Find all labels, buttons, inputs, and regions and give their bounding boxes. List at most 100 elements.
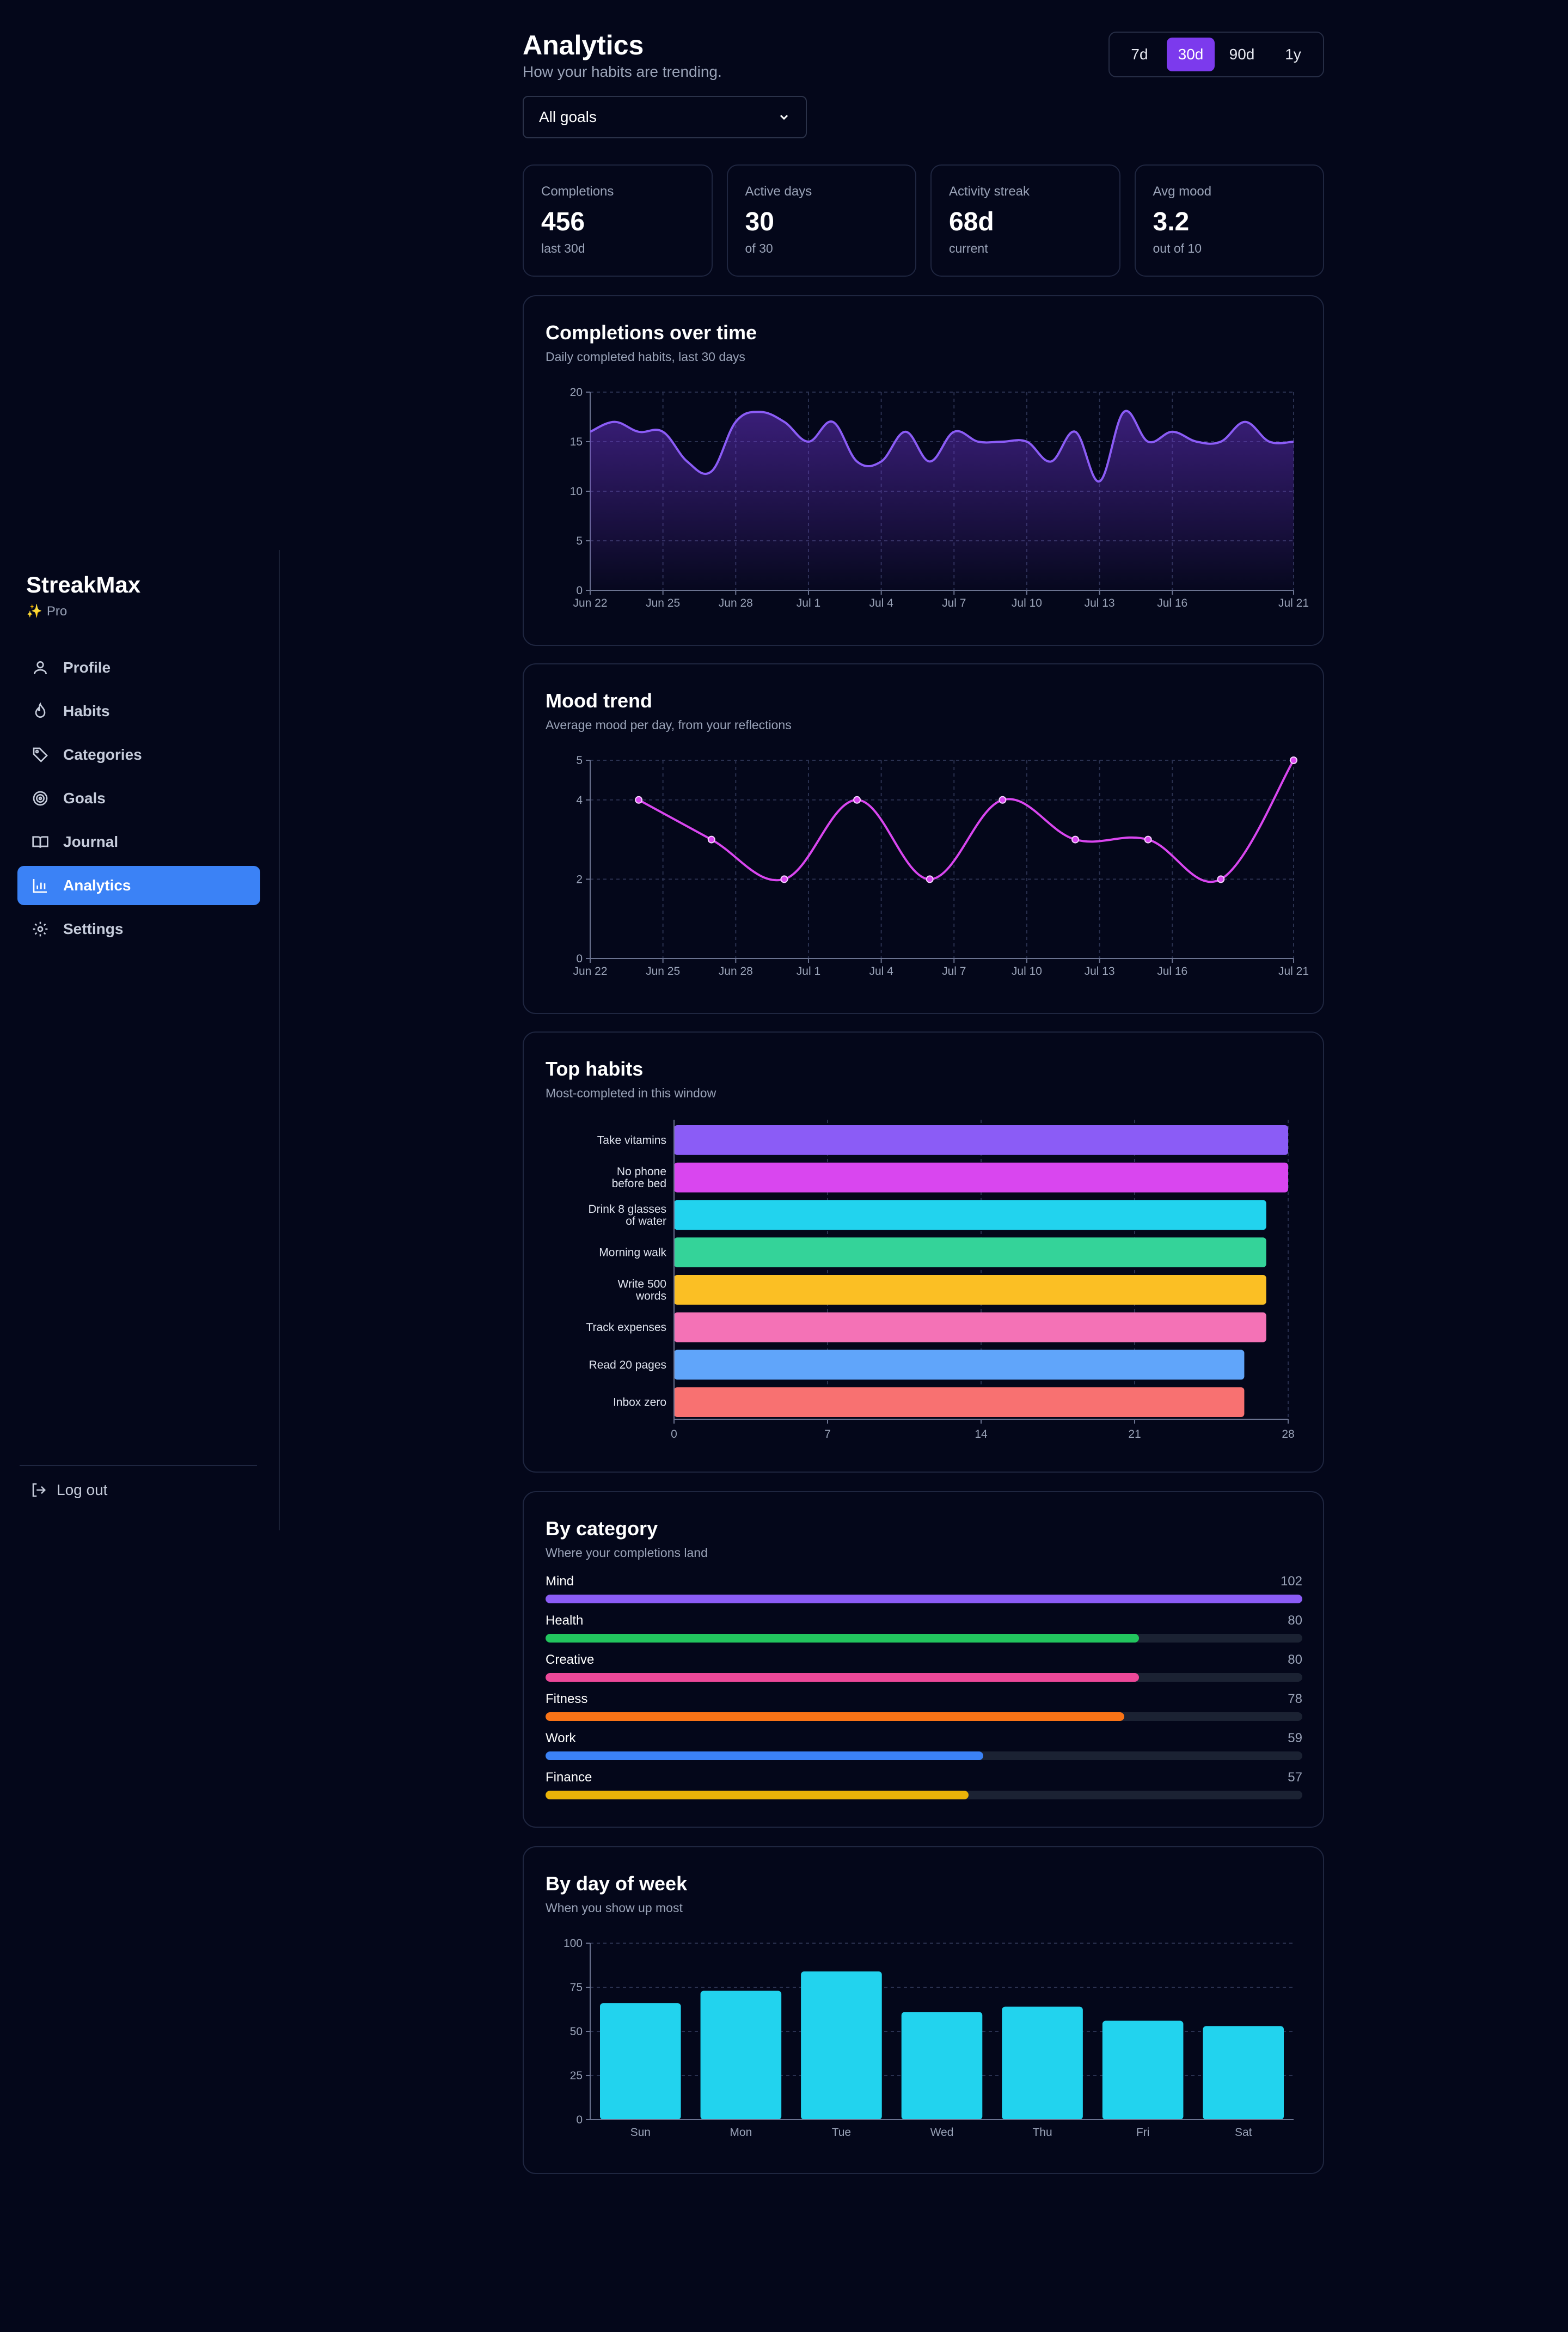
category-name: Work — [546, 1731, 576, 1745]
range-7d-button[interactable]: 7d — [1131, 46, 1148, 63]
x-tick-label: Wed — [930, 2126, 954, 2139]
category-count: 80 — [1288, 1613, 1302, 1628]
x-tick-label: Jul 21 — [1278, 965, 1309, 978]
bar — [674, 1162, 1288, 1193]
category-fill — [546, 1791, 969, 1799]
gear-icon — [30, 919, 50, 939]
bar — [674, 1275, 1266, 1305]
card-subtitle: When you show up most — [546, 1901, 683, 1915]
stat-label: Activity streak — [949, 184, 1030, 199]
logout-button[interactable]: Log out — [30, 1481, 107, 1499]
sidebar-item-label: Settings — [63, 920, 124, 937]
user-icon — [30, 658, 50, 677]
x-tick-label: Sun — [630, 2126, 651, 2139]
day-of-week-bar-chart: 0 25 50 75 100 Sun Mon Tue Wed Thu Fri Sat — [564, 1937, 1294, 2139]
range-90d-button[interactable]: 90d — [1229, 46, 1255, 63]
bar-label-line: before bed — [612, 1177, 666, 1190]
category-name: Mind — [546, 1574, 574, 1589]
x-tick-label: Jul 7 — [942, 965, 966, 978]
card-title: Completions over time — [546, 321, 757, 344]
goal-filter-value: All goals — [539, 108, 597, 125]
stat-sub: current — [949, 241, 988, 255]
data-point — [1290, 756, 1297, 764]
x-tick-label: Jul 1 — [797, 597, 820, 609]
x-tick-label: Jul 16 — [1157, 597, 1187, 609]
range-1y-button[interactable]: 1y — [1285, 46, 1301, 63]
bar-label: Take vitamins — [597, 1134, 666, 1146]
data-point — [1144, 835, 1152, 844]
bar-chart-icon — [30, 876, 50, 895]
category-count: 59 — [1288, 1731, 1302, 1745]
x-tick-label: 0 — [671, 1428, 677, 1440]
bar — [674, 1312, 1266, 1342]
category-row: Creative 80 — [546, 1652, 1302, 1692]
y-tick-label: 5 — [576, 535, 583, 547]
stat-card-completions: Completions 456 last 30d — [523, 164, 713, 277]
sidebar-item-habits[interactable]: Habits — [17, 692, 260, 731]
bar — [901, 2012, 983, 2120]
x-tick-label: Jul 4 — [869, 965, 893, 978]
mood-card: Mood trend Average mood per day, from yo… — [523, 663, 1324, 1014]
stat-value: 30 — [745, 207, 774, 236]
bar-label-line: Write 500 — [618, 1278, 667, 1290]
bar-label: Inbox zero — [613, 1396, 666, 1409]
bar — [700, 1991, 782, 2120]
sidebar-item-settings[interactable]: Settings — [17, 909, 260, 949]
sidebar-item-label: Goals — [63, 790, 106, 807]
category-track — [546, 1751, 1302, 1760]
chevron-down-icon — [780, 114, 788, 120]
stat-value: 456 — [541, 207, 585, 236]
x-tick-label: Jul 7 — [942, 597, 966, 609]
series-line — [638, 759, 1295, 883]
bar — [1203, 2026, 1284, 2120]
range-30d-button[interactable]: 30d — [1167, 38, 1215, 71]
sidebar-item-journal[interactable]: Journal — [17, 822, 260, 862]
bar — [600, 2003, 681, 2120]
category-fill — [546, 1712, 1124, 1721]
sidebar-item-categories[interactable]: Categories — [17, 735, 260, 774]
x-tick-label: 7 — [824, 1428, 831, 1440]
category-fill — [546, 1751, 984, 1760]
y-tick-label: 75 — [570, 1981, 583, 1994]
card-subtitle: Most-completed in this window — [546, 1086, 716, 1100]
x-tick-label: Jul 1 — [797, 965, 820, 978]
goal-filter-select[interactable]: All goals — [523, 96, 807, 138]
sidebar-item-goals[interactable]: Goals — [17, 779, 260, 818]
sidebar-item-label: Habits — [63, 703, 110, 719]
sidebar-item-label: Categories — [63, 746, 142, 763]
x-tick-label: Jul 4 — [869, 597, 893, 609]
category-row: Health 80 — [546, 1613, 1302, 1652]
card-title: Mood trend — [546, 689, 652, 712]
data-point — [926, 875, 934, 883]
category-track — [546, 1791, 1302, 1799]
category-list: Mind 102 Health 80 Creative 80 Fitness 78 Work 59… — [546, 1574, 1302, 1809]
y-tick-label: 15 — [570, 436, 583, 448]
stats-row: Completions 456 last 30d Active days 30 … — [523, 164, 1324, 277]
bar-label: Morning walk — [599, 1247, 666, 1259]
bar-label-line: of water — [626, 1215, 666, 1228]
stat-sub: last 30d — [541, 241, 585, 255]
category-row: Finance 57 — [546, 1770, 1302, 1809]
day-of-week-card: By day of week When you show up most 0 25… — [523, 1846, 1324, 2174]
bar-label-line: Morning walk — [599, 1247, 666, 1259]
x-tick-label: 28 — [1282, 1428, 1294, 1440]
sidebar-item-analytics[interactable]: Analytics — [17, 866, 260, 905]
category-name: Health — [546, 1613, 584, 1628]
x-tick-label: Jun 22 — [573, 597, 607, 609]
data-point — [635, 796, 643, 804]
bar-label-line: Track expenses — [586, 1321, 666, 1334]
data-point — [853, 796, 861, 804]
category-track — [546, 1673, 1302, 1682]
x-tick-label: Jun 25 — [646, 597, 680, 609]
y-tick-label: 2 — [576, 873, 583, 886]
app-name: StreakMax — [26, 572, 141, 597]
sidebar-item-profile[interactable]: Profile — [17, 648, 260, 687]
y-tick-label: 10 — [570, 485, 583, 498]
x-tick-label: Jul 10 — [1012, 965, 1042, 978]
bar-label-line: No phone — [617, 1165, 666, 1178]
x-tick-label: 14 — [975, 1428, 988, 1440]
category-track — [546, 1634, 1302, 1643]
tag-icon — [30, 745, 50, 765]
